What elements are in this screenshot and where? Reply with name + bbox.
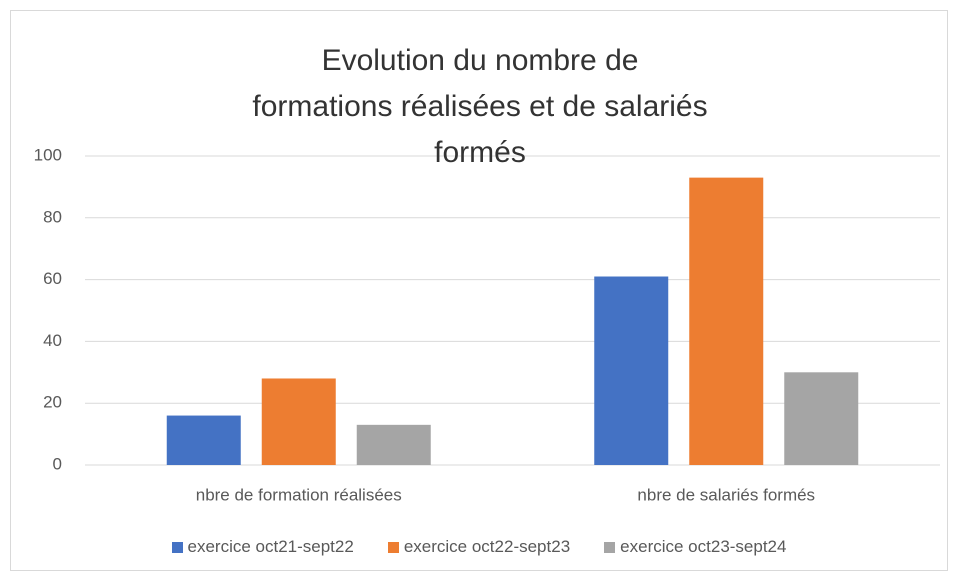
legend-label: exercice oct22-sept23: [403, 537, 571, 556]
bar: [784, 372, 859, 465]
legend-item: exercice oct22-sept23: [387, 537, 571, 557]
bar: [166, 415, 241, 465]
bar: [594, 276, 669, 465]
y-tick-label: 100: [34, 145, 62, 164]
y-tick-label: 0: [53, 454, 62, 473]
legend-swatch: [387, 541, 399, 553]
legend-item: exercice oct21-sept22: [171, 537, 354, 557]
chart-title: Evolution du nombre de formations réalis…: [252, 44, 708, 169]
legend-item: exercice oct23-sept24: [604, 537, 786, 557]
x-tick-label: nbre de formation réalisées: [196, 485, 402, 504]
bar: [356, 424, 431, 465]
legend-label: exercice oct23-sept24: [620, 537, 787, 556]
legend-swatch: [171, 541, 183, 553]
y-tick-label: 20: [43, 393, 62, 412]
y-tick-label: 60: [43, 269, 62, 288]
y-tick-label: 40: [43, 331, 62, 350]
bar: [689, 177, 764, 465]
y-tick-label: 80: [43, 207, 62, 226]
chart-border: [10, 10, 948, 571]
legend-swatch: [604, 541, 616, 553]
legend: exercice oct21-sept22 exercice oct22-sept…: [0, 537, 958, 557]
bar: [261, 378, 336, 465]
x-tick-label: nbre de salariés formés: [637, 485, 815, 504]
legend-label: exercice oct21-sept22: [187, 537, 354, 556]
